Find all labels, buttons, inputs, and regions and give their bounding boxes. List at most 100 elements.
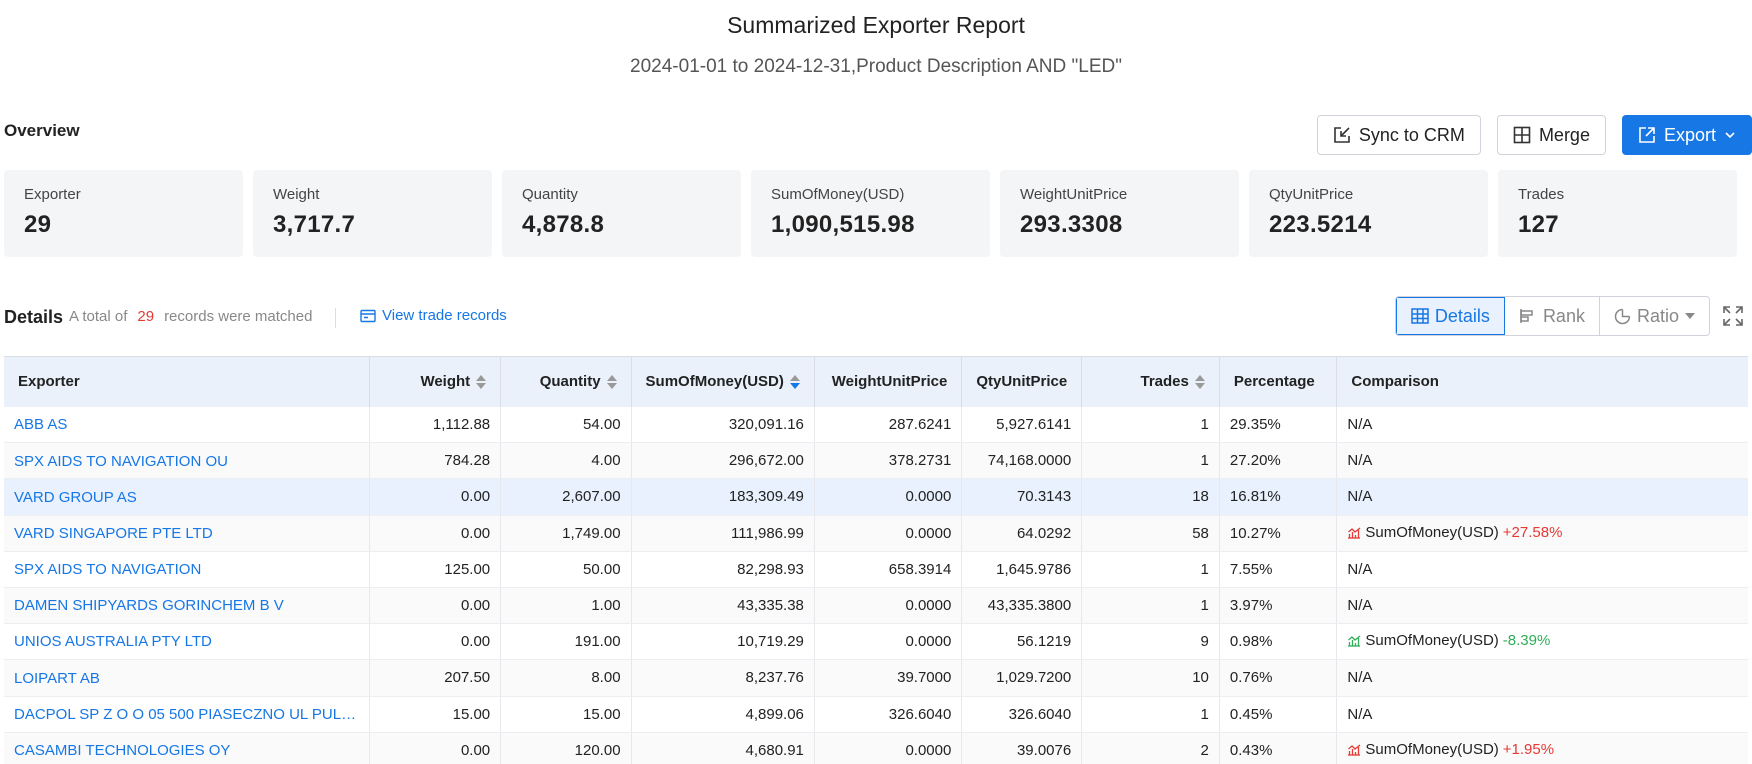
rank-icon	[1520, 309, 1533, 323]
exporter-link[interactable]: UNIOS AUSTRALIA PTY LTD	[14, 633, 212, 651]
tab-ratio[interactable]: Ratio	[1599, 297, 1709, 335]
column-header-trades[interactable]: Trades	[1081, 356, 1220, 407]
trend-chart-icon	[1348, 527, 1361, 539]
table-row[interactable]: LOIPART AB 207.50 8.00 8,237.76 39.7000 1,029…	[4, 659, 1748, 697]
trend-chart-icon	[1348, 635, 1361, 647]
details-toolbar: Details A total of 29 records were match…	[4, 296, 1752, 336]
exporter-cell[interactable]: VARD GROUP AS	[4, 478, 370, 516]
exporter-table: Exporter Weight Quantity SumOfMoney(USD)…	[4, 356, 1748, 764]
exporter-cell[interactable]: DAMEN SHIPYARDS GORINCHEM B V	[4, 587, 370, 625]
table-row[interactable]: DACPOL SP Z O O 05 500 PIASECZNO UL PULA…	[4, 696, 1748, 733]
column-header-quantity[interactable]: Quantity	[500, 356, 632, 407]
tab-rank-label: Rank	[1542, 305, 1585, 326]
merge-label: Merge	[1538, 124, 1590, 145]
sort-icon[interactable]	[606, 374, 617, 390]
table-row[interactable]: DAMEN SHIPYARDS GORINCHEM B V 0.00 1.00 43,…	[4, 587, 1748, 625]
column-header-comparison[interactable]: Comparison	[1336, 356, 1748, 407]
comparison-cell: N/A	[1336, 406, 1748, 444]
exporter-link[interactable]: VARD GROUP AS	[14, 488, 137, 506]
weight-unit-price-cell: 658.3914	[814, 551, 963, 588]
exporter-link[interactable]: LOIPART AB	[14, 669, 100, 687]
percentage-cell: 7.55%	[1219, 551, 1338, 588]
sort-icon[interactable]	[1194, 374, 1205, 390]
trades-cell: 1	[1081, 587, 1220, 625]
export-icon	[1639, 127, 1655, 143]
merge-icon	[1513, 126, 1531, 144]
exporter-cell[interactable]: VARD SINGAPORE PTE LTD	[4, 515, 370, 552]
quantity-cell: 191.00	[500, 623, 632, 661]
table-row[interactable]: SPX AIDS TO NAVIGATION OU 784.28 4.00 296,6…	[4, 442, 1748, 480]
exporter-cell[interactable]: SPX AIDS TO NAVIGATION	[4, 551, 370, 588]
exporter-link[interactable]: SPX AIDS TO NAVIGATION OU	[14, 452, 228, 470]
exporter-cell[interactable]: LOIPART AB	[4, 659, 370, 697]
tab-rank[interactable]: Rank	[1504, 297, 1600, 335]
exporter-cell[interactable]: ABB AS	[4, 406, 370, 444]
percentage-cell: 0.98%	[1219, 623, 1338, 661]
column-header-exporter[interactable]: Exporter	[4, 356, 370, 407]
top-actions: Sync to CRM Merge Export	[1316, 115, 1752, 155]
comparison-cell: SumOfMoney(USD) -8.39%	[1336, 623, 1748, 661]
sort-icon[interactable]	[476, 374, 487, 390]
qty-unit-price-cell: 56.1219	[961, 623, 1083, 661]
trend-chart-icon	[1348, 744, 1361, 756]
exporter-link[interactable]: ABB AS	[14, 416, 68, 434]
table-icon	[1411, 308, 1429, 324]
trades-cell: 9	[1081, 623, 1220, 661]
comparison-metric: SumOfMoney(USD)	[1365, 632, 1499, 650]
table-row[interactable]: VARD SINGAPORE PTE LTD 0.00 1,749.00 111,98…	[4, 515, 1748, 552]
exporter-link[interactable]: VARD SINGAPORE PTE LTD	[14, 524, 213, 542]
weight-cell: 1,112.88	[369, 406, 502, 444]
column-header-qty-unit-price[interactable]: QtyUnitPrice	[961, 356, 1083, 407]
quantity-cell: 1.00	[500, 587, 632, 625]
comparison-cell: SumOfMoney(USD) +1.95%	[1336, 732, 1748, 764]
sync-to-crm-button[interactable]: Sync to CRM	[1316, 115, 1481, 155]
exporter-cell[interactable]: UNIOS AUSTRALIA PTY LTD	[4, 623, 370, 661]
tab-details[interactable]: Details	[1395, 297, 1505, 335]
exporter-link[interactable]: CASAMBI TECHNOLOGIES OY	[14, 742, 231, 760]
stat-card-weight: Weight 3,717.7	[253, 170, 492, 257]
exporter-link[interactable]: SPX AIDS TO NAVIGATION	[14, 561, 202, 579]
qty-unit-price-cell: 5,927.6141	[961, 406, 1083, 444]
qty-unit-price-cell: 1,645.9786	[961, 551, 1083, 588]
table-row[interactable]: UNIOS AUSTRALIA PTY LTD 0.00 191.00 10,719.…	[4, 623, 1748, 661]
sort-desc-icon[interactable]	[789, 374, 800, 390]
table-row[interactable]: ABB AS 1,112.88 54.00 320,091.16 287.6241 5,9…	[4, 406, 1748, 444]
qty-unit-price-cell: 74,168.0000	[961, 442, 1083, 480]
weight-unit-price-cell: 0.0000	[814, 623, 963, 661]
percentage-cell: 0.45%	[1219, 696, 1338, 733]
view-trade-records-link[interactable]: View trade records	[360, 307, 507, 324]
sum-of-money-cell: 8,237.76	[631, 659, 815, 697]
percentage-cell: 27.20%	[1219, 442, 1338, 480]
weight-unit-price-cell: 0.0000	[814, 732, 963, 764]
column-header-sum-of-money[interactable]: SumOfMoney(USD)	[631, 356, 815, 407]
fullscreen-icon[interactable]	[1722, 305, 1744, 327]
divider	[335, 308, 336, 328]
exporter-cell[interactable]: DACPOL SP Z O O 05 500 PIASECZNO UL PULA…	[4, 696, 370, 733]
trades-cell: 58	[1081, 515, 1220, 552]
merge-button[interactable]: Merge	[1496, 115, 1606, 155]
stat-card-sum-of-money: SumOfMoney(USD) 1,090,515.98	[751, 170, 990, 257]
comparison-delta: +27.58%	[1502, 523, 1563, 541]
table-row[interactable]: SPX AIDS TO NAVIGATION 125.00 50.00 82,298.…	[4, 551, 1748, 588]
view-switcher: Details Rank Ratio	[1394, 296, 1710, 336]
table-row[interactable]: VARD GROUP AS 0.00 2,607.00 183,309.49 0.000…	[4, 478, 1748, 516]
export-button[interactable]: Export	[1621, 115, 1752, 155]
sum-of-money-cell: 4,680.91	[631, 732, 815, 764]
stat-value: 223.5214	[1269, 211, 1372, 238]
table-row[interactable]: CASAMBI TECHNOLOGIES OY 0.00 120.00 4,680.9…	[4, 732, 1748, 764]
column-header-percentage[interactable]: Percentage	[1219, 356, 1338, 407]
stat-value: 4,878.8	[522, 211, 605, 238]
exporter-cell[interactable]: SPX AIDS TO NAVIGATION OU	[4, 442, 370, 480]
exporter-cell[interactable]: CASAMBI TECHNOLOGIES OY	[4, 732, 370, 764]
stat-label: Trades	[1518, 186, 1565, 203]
comparison-trend: SumOfMoney(USD) -8.39%	[1347, 632, 1550, 649]
exporter-link[interactable]: DACPOL SP Z O O 05 500 PIASECZNO UL PULA…	[14, 705, 359, 723]
column-header-weight-unit-price[interactable]: WeightUnitPrice	[814, 356, 963, 407]
quantity-cell: 15.00	[500, 696, 632, 733]
percentage-cell: 10.27%	[1219, 515, 1338, 552]
tab-ratio-label: Ratio	[1636, 305, 1679, 326]
records-count-suffix: records were matched	[164, 308, 313, 325]
exporter-link[interactable]: DAMEN SHIPYARDS GORINCHEM B V	[14, 597, 284, 615]
qty-unit-price-cell: 70.3143	[961, 478, 1083, 516]
column-header-weight[interactable]: Weight	[369, 356, 502, 407]
